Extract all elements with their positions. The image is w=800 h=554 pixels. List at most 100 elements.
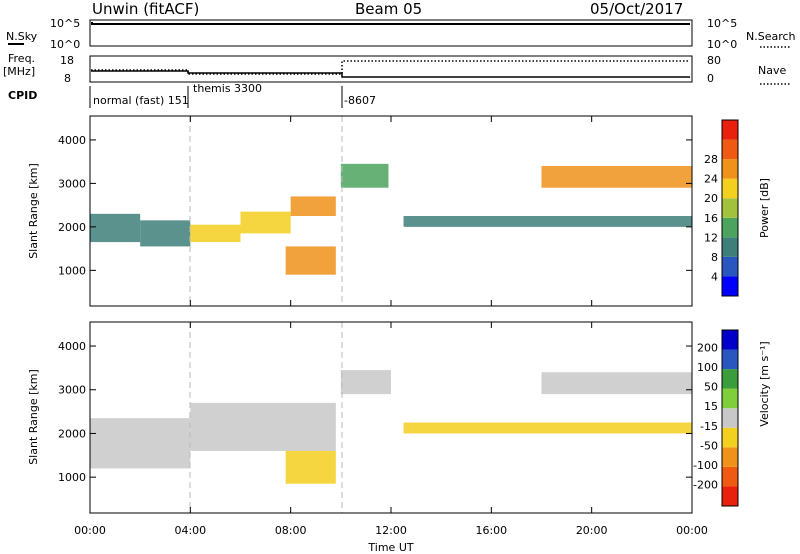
- beam-title: Beam 05: [355, 0, 422, 18]
- velocity-ytick-label-2: 3000: [58, 384, 86, 397]
- freq-unit: [MHz]: [3, 65, 35, 78]
- power-band-7: [403, 216, 692, 227]
- velocity-ytick-label-3: 4000: [58, 340, 86, 353]
- power-ytick-label-2: 3000: [58, 177, 86, 190]
- power-colorbar-segment-5: [722, 178, 738, 199]
- velocity-colorbar-segment-8: [722, 330, 738, 350]
- power-colorbar-segment-0: [722, 276, 738, 296]
- velocity-colorbar-segment-6: [722, 369, 738, 389]
- nave-line: [91, 60, 690, 75]
- power-colorbar-segment-2: [722, 237, 738, 257]
- freq-tick-bottom: 8: [64, 72, 71, 85]
- velocity-colorbar-segment-5: [722, 388, 738, 409]
- time-tick-label-5: 20:00: [576, 524, 608, 537]
- power-colorbar-segment-4: [722, 198, 738, 218]
- cpid-strip: CPID normal (fast) 151 themis 3300 -8607: [8, 82, 376, 108]
- velocity-band-5: [541, 372, 692, 395]
- velocity-panel: 1000 2000 3000 4000 Slant Range [km] 200 100…: [27, 321, 771, 514]
- nsearch-label: N.Search: [746, 30, 796, 43]
- freq-strip: Freq. [MHz] 18 8 80 0 Nave: [3, 52, 790, 85]
- time-tick-label-4: 16:00: [475, 524, 507, 537]
- power-band-1: [140, 220, 191, 247]
- power-frame: [89, 115, 693, 307]
- nsky-line: [91, 22, 690, 25]
- nsky-tick-top: 10^5: [50, 17, 80, 30]
- velocity-colorbar-frame: [721, 329, 739, 507]
- nsky-frame: [89, 19, 693, 47]
- freq-tick-top: 18: [60, 54, 74, 67]
- velocity-colorbar-tick-1: 100: [697, 361, 718, 374]
- nsky-strip: N.Sky 10^5 10^0 10^5 10^0 N.Search: [6, 17, 796, 51]
- power-colorbar-segment-1: [722, 256, 738, 277]
- velocity-colorbar-label: Velocity [m s⁻¹]: [758, 341, 771, 426]
- power-band-5: [285, 246, 336, 275]
- nave-label: Nave: [758, 64, 786, 77]
- power-band-0: [90, 213, 141, 243]
- velocity-ytick-label-0: 1000: [58, 471, 86, 484]
- power-colorbar-tick-1: 8: [711, 251, 718, 264]
- velocity-colorbar-segment-0: [722, 486, 738, 506]
- cpid-segment-1: normal (fast) 151: [93, 94, 189, 107]
- nsky-label: N.Sky: [6, 30, 38, 43]
- power-band-8: [541, 166, 692, 188]
- velocity-colorbar-tick-3: 15: [704, 400, 718, 413]
- power-colorbar-segment-8: [722, 120, 738, 140]
- power-colorbar-segment-3: [722, 217, 738, 238]
- velocity-ytick-label-1: 2000: [58, 427, 86, 440]
- velocity-colorbar-segment-3: [722, 427, 738, 448]
- velocity-colorbar-tick-4: -15: [700, 420, 718, 433]
- velocity-band-1: [190, 402, 336, 451]
- velocity-colorbar: 200 100 50 15 -15 -50 -100 -200: [693, 329, 739, 507]
- velocity-colorbar-tick-7: -200: [693, 478, 718, 491]
- nsky-tick-bottom: 10^0: [50, 38, 80, 51]
- time-tick-label-3: 12:00: [375, 524, 407, 537]
- velocity-band-2: [285, 450, 336, 484]
- velocity-colorbar-tick-2: 50: [704, 381, 718, 394]
- power-colorbar-tick-3: 16: [704, 212, 718, 225]
- power-colorbar-tick-2: 12: [704, 231, 718, 244]
- power-ylabel: Slant Range [km]: [27, 163, 40, 259]
- radar-title: Unwin (fitACF): [92, 0, 199, 18]
- power-band-6: [340, 163, 389, 188]
- velocity-heatmap: [90, 370, 692, 484]
- cpid-label: CPID: [8, 89, 37, 102]
- velocity-colorbar-tick-6: -100: [693, 459, 718, 472]
- time-axis: 00:00 04:00 08:00 12:00 16:00 20:00 00:00: [74, 524, 708, 537]
- nsearch-tick-bottom: 10^0: [707, 38, 737, 51]
- velocity-ylabel: Slant Range [km]: [27, 369, 40, 465]
- time-tick-label-0: 00:00: [74, 524, 106, 537]
- velocity-colorbar-segment-4: [722, 408, 738, 428]
- time-tick-label-1: 04:00: [174, 524, 206, 537]
- power-panel: 1000 2000 3000 4000 Slant Range [km] 4 8 12 16…: [27, 115, 771, 307]
- freq-line: [91, 70, 690, 78]
- power-colorbar-segment-7: [722, 139, 738, 160]
- power-heatmap: [90, 163, 692, 275]
- velocity-band-3: [340, 370, 391, 395]
- power-colorbar-label: Power [dB]: [758, 178, 771, 238]
- freq-label: Freq.: [8, 52, 35, 65]
- power-colorbar-tick-6: 28: [704, 153, 718, 166]
- power-colorbar-tick-5: 24: [704, 173, 718, 186]
- time-axis-label: Time UT: [367, 541, 413, 554]
- power-ytick-label-1: 2000: [58, 221, 86, 234]
- date-title: 05/Oct/2017: [590, 0, 683, 18]
- power-colorbar-tick-0: 4: [711, 270, 718, 283]
- nave-tick-top: 80: [707, 54, 721, 67]
- velocity-frame: [89, 321, 693, 514]
- power-ytick-label-0: 1000: [58, 264, 86, 277]
- velocity-band-4: [403, 422, 692, 434]
- power-band-3: [240, 211, 291, 234]
- time-tick-label-6: 00:00: [676, 524, 708, 537]
- freq-frame: [89, 55, 693, 83]
- power-band-2: [190, 224, 241, 243]
- velocity-colorbar-tick-5: -50: [700, 439, 718, 452]
- power-colorbar-frame: [721, 119, 739, 297]
- velocity-colorbar-segment-1: [722, 466, 738, 487]
- velocity-colorbar-segment-7: [722, 349, 738, 370]
- power-colorbar-segment-6: [722, 159, 738, 179]
- nsearch-tick-top: 10^5: [707, 17, 737, 30]
- velocity-band-0: [90, 418, 191, 469]
- velocity-colorbar-segment-2: [722, 447, 738, 467]
- velocity-axes: 1000 2000 3000 4000: [58, 322, 693, 513]
